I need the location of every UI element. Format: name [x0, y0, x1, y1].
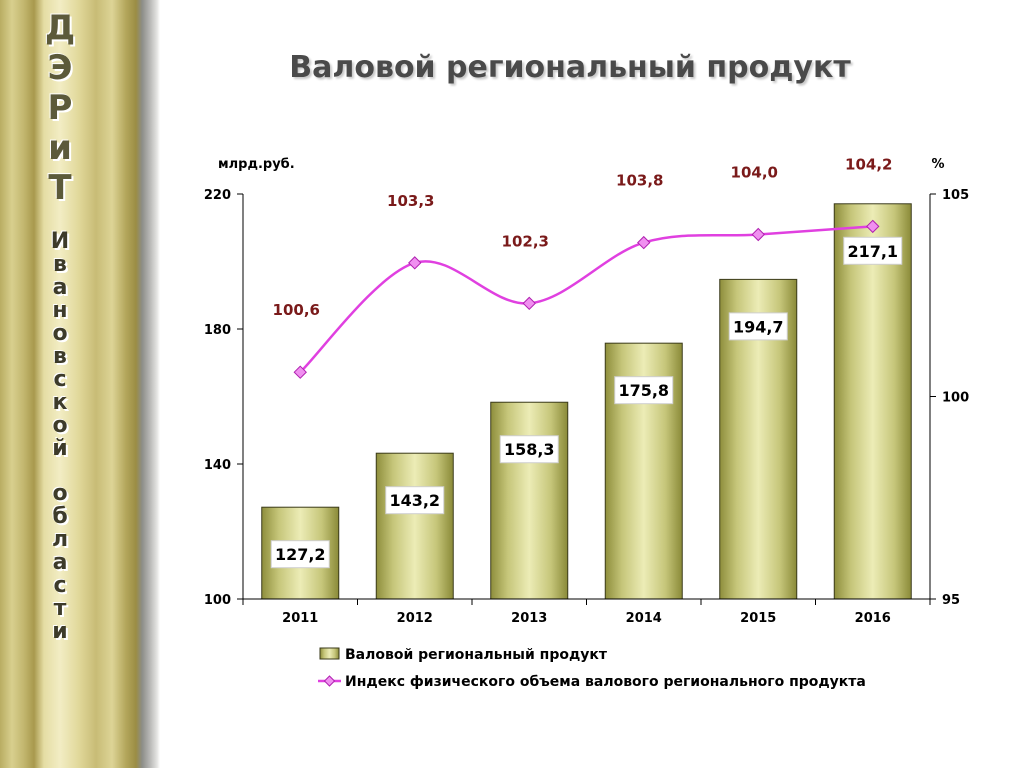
- legend-line-marker: [323, 675, 336, 687]
- bar-data-label-group: 194,7: [728, 312, 788, 341]
- banner-letter: л: [51, 527, 69, 552]
- legend-line-label: Индекс физического объема валового регио…: [345, 674, 866, 690]
- bar-data-label: 194,7: [733, 317, 784, 336]
- line-data-label: 100,6: [273, 301, 320, 319]
- bar: [490, 401, 569, 600]
- bar-data-label-box: [843, 236, 903, 265]
- bar-data-label-group: 127,2: [270, 540, 330, 569]
- line-point: [293, 365, 307, 379]
- banner-letter: т: [53, 596, 67, 621]
- bar: [375, 452, 454, 600]
- left-tick-label: 140: [204, 458, 231, 473]
- x-tick-label: 2014: [626, 611, 662, 626]
- x-tick-label: 2013: [511, 611, 547, 626]
- bar-data-label-group: 143,2: [385, 486, 445, 515]
- legend-bar-label: Валовой региональный продукт: [345, 647, 608, 663]
- line-data-label: 104,0: [731, 164, 778, 182]
- x-tick-label: 2016: [855, 611, 891, 626]
- right-tick-label: 105: [942, 188, 969, 203]
- bar-data-label-group: 175,8: [614, 376, 674, 405]
- left-tick-label: 180: [204, 323, 231, 338]
- banner-letter: в: [53, 252, 67, 277]
- banner-letter: в: [53, 344, 67, 369]
- banner-letter: й: [52, 436, 68, 461]
- x-tick-label: 2015: [740, 611, 776, 626]
- banner-letter: о: [52, 321, 68, 346]
- bar-data-label: 158,3: [504, 440, 555, 459]
- banner-letter: Р: [47, 88, 73, 128]
- banner-letter: н: [52, 298, 68, 323]
- banner-letter: а: [52, 550, 68, 575]
- right-tick-label: 100: [942, 391, 969, 406]
- line-point: [751, 227, 765, 242]
- banner-letter: с: [53, 573, 67, 598]
- bar-data-label: 217,1: [847, 242, 898, 261]
- banner-letter: б: [52, 504, 68, 529]
- line-point: [866, 219, 880, 234]
- line-data-label: 103,8: [616, 172, 663, 190]
- right-axis-unit: %: [931, 157, 944, 172]
- banner-letter: Э: [47, 48, 73, 88]
- banner-letter: и: [52, 619, 68, 644]
- bar-data-label: 175,8: [618, 381, 669, 400]
- right-tick-label: 95: [942, 593, 960, 608]
- bar-data-label-group: 217,1: [843, 236, 903, 265]
- line-data-label: 102,3: [502, 232, 549, 250]
- banner-letter: о: [52, 413, 68, 438]
- banner-letter: а: [52, 275, 68, 300]
- line-data-label: 103,3: [387, 192, 434, 210]
- line-point: [522, 296, 536, 311]
- bar-data-label-box: [728, 312, 788, 341]
- bar: [833, 203, 912, 600]
- line-data-label: 104,2: [845, 155, 892, 173]
- legend-bar-swatch: [319, 647, 340, 660]
- bar-data-label-box: [499, 435, 559, 464]
- banner-letter: с: [53, 367, 67, 392]
- line-point: [408, 256, 422, 270]
- banner-letter: Д: [44, 8, 76, 48]
- banner-letter: и: [48, 128, 72, 168]
- banner-letter: к: [52, 390, 68, 415]
- bar-data-label: 127,2: [275, 545, 326, 564]
- bar-data-label-box: [614, 376, 674, 405]
- left-tick-label: 100: [204, 593, 231, 608]
- banner-letter: о: [52, 481, 68, 506]
- bar-data-label-group: 158,3: [499, 435, 559, 464]
- line-point: [637, 235, 651, 250]
- x-tick-label: 2011: [282, 611, 318, 626]
- left-tick-label: 220: [204, 188, 231, 203]
- bar-data-label: 143,2: [389, 491, 440, 510]
- banner-letter: Т: [48, 168, 72, 208]
- bar-data-label-box: [270, 540, 330, 569]
- left-axis-unit: млрд.руб.: [218, 157, 295, 172]
- chart-title: Валовой региональный продукт: [289, 50, 851, 85]
- bar-data-label-box: [385, 486, 445, 515]
- banner-letter: И: [50, 229, 70, 254]
- x-tick-label: 2012: [397, 611, 433, 626]
